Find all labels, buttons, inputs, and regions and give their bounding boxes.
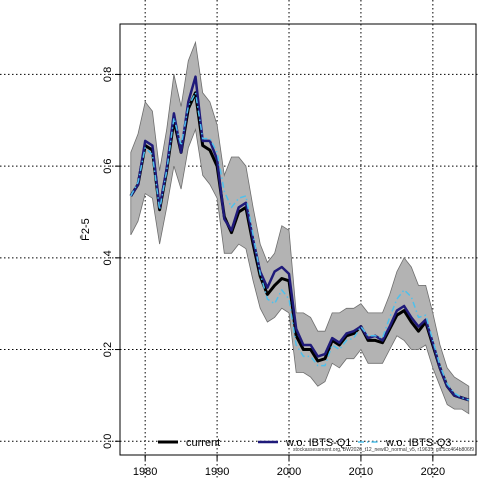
y-axis-label: F̄2-5 (79, 218, 92, 241)
y-tick-label-0.4: 0.4 (102, 250, 114, 265)
confidence-band (130, 40, 470, 415)
y-tick-label-0.6: 0.6 (102, 158, 114, 173)
y-tick-label-0.0: 0.0 (102, 434, 114, 449)
confidence-band-layer (130, 40, 470, 415)
x-tick-label-2020: 2020 (421, 466, 445, 478)
x-tick-label-1990: 1990 (205, 466, 229, 478)
x-tick-label-2010: 2010 (349, 466, 373, 478)
x-tick-label-1980: 1980 (133, 466, 157, 478)
x-tick-label-2000: 2000 (277, 466, 301, 478)
footnote: stockassessment.org, BW2026_t12_newID_no… (293, 447, 474, 453)
x-axis: 1980 1990 2000 2010 2020 (133, 454, 445, 478)
y-tick-label-0.8: 0.8 (102, 67, 114, 82)
y-axis: 0.0 0.2 0.4 0.6 0.8 (102, 67, 121, 449)
legend-label-3: w.o. IBTS-Q3 (385, 437, 451, 449)
y-tick-label-0.2: 0.2 (102, 342, 114, 357)
legend-label-1: current (186, 437, 220, 449)
series-layer (129, 75, 470, 402)
legend: current w.o. IBTS-Q1 w.o. IBTS-Q3 (158, 437, 451, 449)
series-line-3 (130, 92, 470, 401)
legend-label-2: w.o. IBTS-Q1 (285, 437, 351, 449)
